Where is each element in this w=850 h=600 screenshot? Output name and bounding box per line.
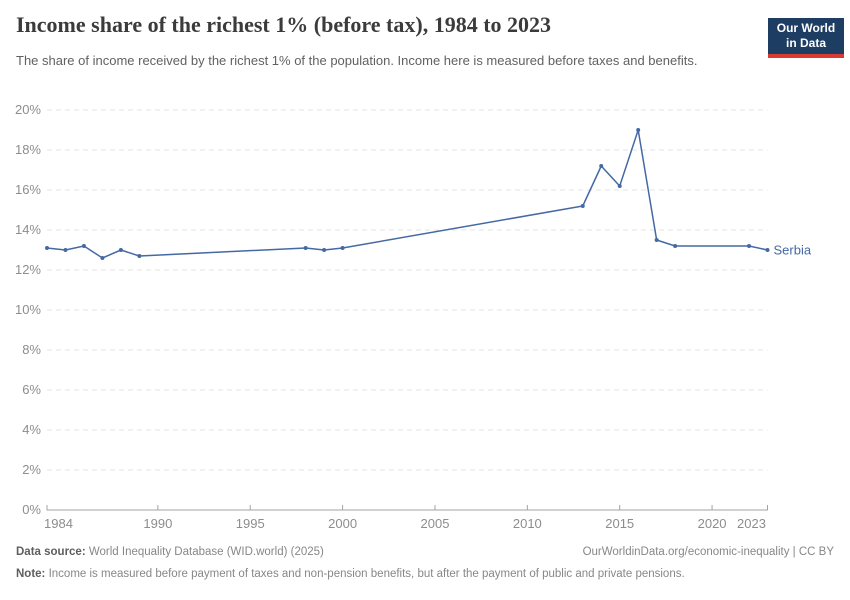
svg-text:2015: 2015: [605, 516, 634, 531]
svg-text:6%: 6%: [22, 382, 41, 397]
svg-text:2010: 2010: [513, 516, 542, 531]
svg-text:20%: 20%: [15, 102, 41, 117]
svg-text:18%: 18%: [15, 142, 41, 157]
page-title: Income share of the richest 1% (before t…: [16, 12, 552, 37]
owid-logo-line1: Our World: [776, 21, 836, 35]
svg-text:10%: 10%: [15, 302, 41, 317]
svg-text:0%: 0%: [22, 502, 41, 517]
owid-logo-line2: in Data: [785, 36, 826, 51]
chart-footer: Data source: World Inequality Database (…: [16, 544, 834, 588]
note-value: Income is measured before payment of tax…: [45, 568, 685, 581]
svg-text:2023: 2023: [737, 516, 766, 531]
data-source-label: Data source:: [16, 546, 86, 558]
svg-text:2020: 2020: [698, 516, 727, 531]
note-label: Note:: [16, 568, 46, 581]
svg-text:2005: 2005: [421, 516, 450, 531]
svg-text:16%: 16%: [15, 182, 41, 197]
footer-note-row: Note: Income is measured before payment …: [16, 566, 834, 582]
svg-text:2000: 2000: [328, 516, 357, 531]
svg-text:1995: 1995: [236, 516, 265, 531]
svg-text:2%: 2%: [22, 462, 41, 477]
data-source-value: World Inequality Database (WID.world) (2…: [85, 546, 324, 558]
svg-text:14%: 14%: [15, 222, 41, 237]
svg-text:1984: 1984: [44, 516, 73, 531]
svg-text:12%: 12%: [15, 262, 41, 277]
svg-text:8%: 8%: [22, 342, 41, 357]
note-text: Note: Income is measured before payment …: [16, 566, 685, 582]
owid-link[interactable]: OurWorldinData.org/economic-inequality |…: [582, 546, 834, 558]
chart-subtitle: The share of income received by the rich…: [16, 53, 698, 68]
series-label: Serbia: [774, 243, 812, 258]
svg-text:1990: 1990: [143, 516, 172, 531]
owid-logo: Our World in Data: [768, 18, 844, 58]
footer-source-row: Data source: World Inequality Database (…: [16, 544, 834, 560]
line-chart: 0% 2% 4% 6% 8% 10% 12% 14% 16% 18% 20% 1984 1990 1995…: [15, 102, 812, 531]
svg-text:4%: 4%: [22, 422, 41, 437]
data-source-text: Data source: World Inequality Database (…: [16, 544, 324, 560]
